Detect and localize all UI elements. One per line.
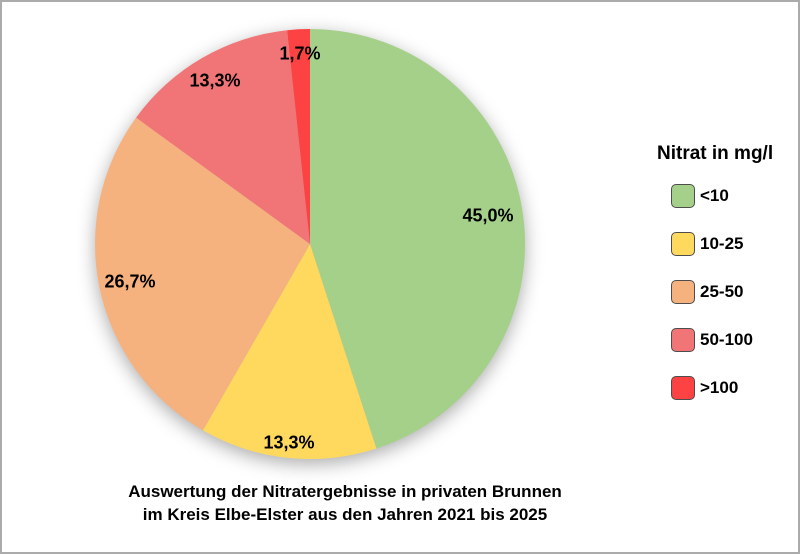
chart-caption: Auswertung der Nitratergebnisse in priva… (128, 480, 562, 526)
pie-slice-25-50 (95, 117, 310, 431)
legend-item: <10 (671, 184, 773, 208)
legend-item: 50-100 (671, 328, 773, 352)
legend-label: 50-100 (700, 330, 753, 349)
pie-labels-layer: 45,0% 13,3% 26,7% 13,3% 1,7% (95, 29, 525, 459)
legend-swatch-50-100 (671, 328, 695, 352)
legend: Nitrat in mg/l <10 10-25 25-50 50-100 >1… (657, 143, 773, 424)
pie-slice-10-25 (202, 244, 377, 459)
legend-swatch-25-50 (671, 280, 695, 304)
legend-item: >100 (671, 376, 773, 400)
legend-item: 25-50 (671, 280, 773, 304)
pie-slice-value-label: 26,7% (104, 271, 156, 292)
pie-slice-<10 (310, 29, 525, 449)
legend-swatch-gt100 (671, 376, 695, 400)
pie-slice-value-label: 45,0% (462, 205, 514, 226)
pie-slice->100 (287, 29, 310, 244)
legend-label: <10 (700, 186, 729, 205)
legend-label: 25-50 (700, 282, 744, 301)
pie-slice-value-label: 13,3% (189, 70, 241, 91)
legend-swatch-lt10 (671, 184, 695, 208)
legend-item: 10-25 (671, 232, 773, 256)
legend-title: Nitrat in mg/l (657, 143, 774, 164)
pie-chart (95, 29, 525, 459)
pie-slice-value-label: 1,7% (279, 43, 321, 64)
pie-slice-50-100 (136, 30, 310, 245)
pie-chart-area: 45,0% 13,3% 26,7% 13,3% 1,7% (95, 29, 525, 459)
legend-label: 10-25 (700, 234, 744, 253)
chart-caption-line2: im Kreis Elbe-Elster aus den Jahren 2021… (142, 505, 548, 524)
pie-slice-value-label: 13,3% (263, 432, 315, 453)
legend-swatch-10-25 (671, 232, 695, 256)
chart-caption-line1: Auswertung der Nitratergebnisse in priva… (128, 482, 562, 501)
legend-label: >100 (700, 378, 739, 397)
